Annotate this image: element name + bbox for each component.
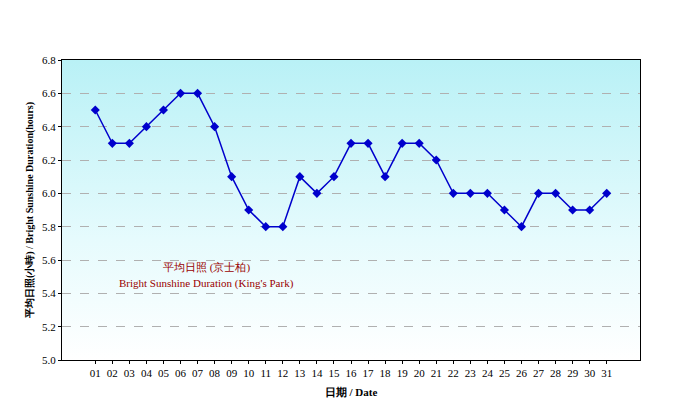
svg-text:23: 23 xyxy=(465,367,477,379)
svg-text:5.8: 5.8 xyxy=(42,221,56,233)
svg-text:01: 01 xyxy=(90,367,101,379)
svg-text:17: 17 xyxy=(363,367,375,379)
svg-text:5.4: 5.4 xyxy=(42,287,56,299)
svg-text:平均日照 (京士柏): 平均日照 (京士柏) xyxy=(163,261,250,274)
svg-text:03: 03 xyxy=(124,367,136,379)
svg-text:6.6: 6.6 xyxy=(42,87,56,99)
svg-text:04: 04 xyxy=(141,367,153,379)
svg-text:24: 24 xyxy=(482,367,494,379)
svg-text:25: 25 xyxy=(499,367,511,379)
svg-text:07: 07 xyxy=(192,367,204,379)
svg-text:6.2: 6.2 xyxy=(42,154,56,166)
svg-text:10: 10 xyxy=(243,367,255,379)
svg-text:29: 29 xyxy=(567,367,579,379)
svg-text:15: 15 xyxy=(328,367,340,379)
svg-text:20: 20 xyxy=(414,367,426,379)
svg-text:05: 05 xyxy=(158,367,170,379)
svg-text:22: 22 xyxy=(448,367,459,379)
svg-text:16: 16 xyxy=(346,367,358,379)
svg-text:28: 28 xyxy=(550,367,562,379)
svg-text:平均日照(小時) / Bright Sunshine Dur: 平均日照(小時) / Bright Sunshine Duration(hour… xyxy=(24,102,36,319)
svg-text:日期 / Date: 日期 / Date xyxy=(325,386,378,398)
svg-text:Bright Sunshine Duration (King: Bright Sunshine Duration (King's Park) xyxy=(119,277,294,290)
svg-text:08: 08 xyxy=(209,367,221,379)
svg-text:5.6: 5.6 xyxy=(42,254,56,266)
svg-text:13: 13 xyxy=(294,367,306,379)
svg-text:6.8: 6.8 xyxy=(42,54,56,66)
svg-text:30: 30 xyxy=(584,367,596,379)
svg-text:6.0: 6.0 xyxy=(42,187,56,199)
svg-text:18: 18 xyxy=(380,367,392,379)
svg-text:27: 27 xyxy=(533,367,545,379)
svg-text:02: 02 xyxy=(107,367,118,379)
svg-text:14: 14 xyxy=(311,367,323,379)
svg-text:6.4: 6.4 xyxy=(42,121,56,133)
svg-text:5.2: 5.2 xyxy=(42,321,56,333)
svg-text:31: 31 xyxy=(601,367,612,379)
svg-text:09: 09 xyxy=(226,367,238,379)
svg-text:06: 06 xyxy=(175,367,187,379)
svg-text:26: 26 xyxy=(516,367,528,379)
svg-text:12: 12 xyxy=(277,367,288,379)
svg-text:11: 11 xyxy=(260,367,271,379)
svg-text:21: 21 xyxy=(431,367,442,379)
svg-text:5.0: 5.0 xyxy=(42,354,56,366)
svg-text:19: 19 xyxy=(397,367,409,379)
